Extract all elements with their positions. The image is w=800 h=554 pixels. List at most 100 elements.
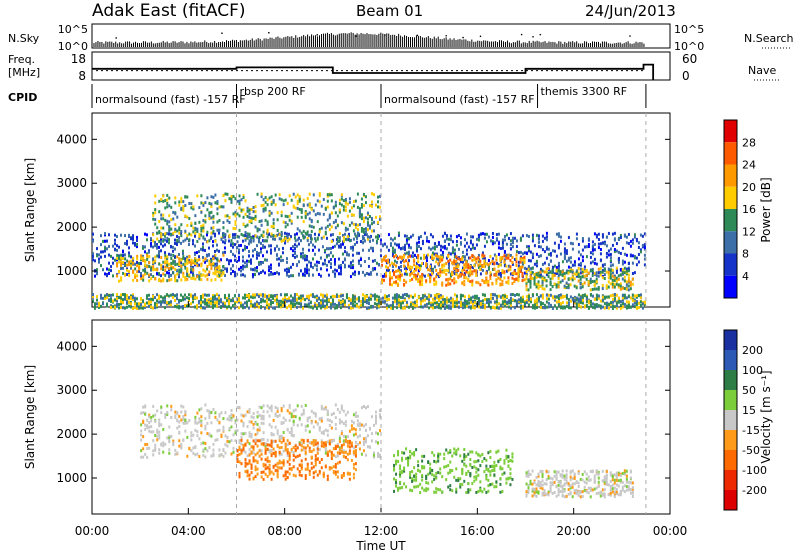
power-cell xyxy=(403,253,406,257)
power-cell xyxy=(229,306,232,310)
power-cell xyxy=(463,276,466,280)
power-cell xyxy=(288,218,291,222)
power-cell xyxy=(371,246,374,250)
power-cell xyxy=(389,271,392,275)
power-cell xyxy=(359,303,362,307)
power-cell xyxy=(335,304,338,308)
power-cell xyxy=(431,297,434,301)
power-cell xyxy=(541,296,544,300)
power-cell xyxy=(116,262,119,266)
power-cell xyxy=(385,265,388,269)
power-cell xyxy=(312,225,315,229)
power-cell xyxy=(535,293,538,297)
power-cell xyxy=(109,305,112,309)
power-cell xyxy=(222,253,225,257)
power-cell xyxy=(589,269,592,273)
power-cell xyxy=(376,236,379,240)
power-cell xyxy=(599,247,602,251)
velocity-cell xyxy=(146,455,149,459)
power-cell xyxy=(589,281,592,285)
power-cell xyxy=(531,306,534,310)
cpid-segment-label: normalsound (fast) -157 RF xyxy=(95,93,246,106)
power-cell xyxy=(219,305,222,309)
power-cell xyxy=(216,212,219,216)
power-cell xyxy=(170,233,173,237)
power-cell xyxy=(218,205,221,209)
power-cell xyxy=(371,268,374,272)
power-cell xyxy=(259,293,262,297)
power-cell xyxy=(579,305,582,309)
power-cell xyxy=(203,300,206,304)
power-cell xyxy=(505,295,508,299)
power-cell xyxy=(615,268,618,272)
power-cell xyxy=(296,215,299,219)
power-cell xyxy=(545,231,548,235)
power-cell xyxy=(579,253,582,257)
power-cell xyxy=(607,285,610,289)
power-cell xyxy=(509,239,512,243)
power-cell xyxy=(284,221,287,225)
power-cell xyxy=(325,236,328,240)
power-cell xyxy=(166,237,169,241)
power-cell xyxy=(441,263,444,267)
power-cell xyxy=(457,269,460,273)
power-cell xyxy=(301,306,304,310)
power-cell xyxy=(161,244,164,248)
power-cell xyxy=(551,276,554,280)
power-cell xyxy=(549,253,552,257)
power-cell xyxy=(185,304,188,308)
velocity-cell xyxy=(144,404,147,408)
power-cell xyxy=(557,232,560,236)
power-cell xyxy=(607,295,610,299)
power-cell xyxy=(537,297,540,301)
power-cell xyxy=(134,273,137,277)
power-cell xyxy=(493,241,496,245)
power-cell xyxy=(130,264,133,268)
power-cell xyxy=(132,278,135,282)
power-cell xyxy=(158,277,161,281)
power-cell xyxy=(328,223,331,227)
power-cell xyxy=(179,299,182,303)
power-cell xyxy=(513,305,516,309)
power-cell xyxy=(425,259,428,263)
power-cell xyxy=(203,237,206,241)
power-cell xyxy=(265,239,268,243)
power-cell xyxy=(363,233,366,237)
power-cell xyxy=(201,248,204,252)
power-cell xyxy=(387,233,390,237)
power-cell xyxy=(131,241,134,245)
power-cell xyxy=(317,302,320,306)
power-cell xyxy=(143,267,146,271)
power-cell xyxy=(405,272,408,276)
power-cell xyxy=(125,267,128,271)
power-cell xyxy=(166,259,169,263)
power-cell xyxy=(455,280,458,284)
power-cell xyxy=(455,294,458,298)
power-cell xyxy=(350,221,353,225)
power-cell xyxy=(387,297,390,301)
power-cell xyxy=(613,231,616,235)
power-cell xyxy=(259,300,262,304)
power-cell xyxy=(605,284,608,288)
power-cell xyxy=(391,276,394,280)
power-cell xyxy=(385,274,388,278)
power-cell xyxy=(204,269,207,273)
power-cell xyxy=(415,261,418,265)
power-cell xyxy=(475,280,478,284)
power-cell xyxy=(643,247,646,251)
power-cell xyxy=(169,253,172,257)
power-cell xyxy=(152,239,155,243)
power-cell xyxy=(363,294,366,298)
power-cell xyxy=(185,296,188,300)
power-cell xyxy=(326,218,329,222)
power-cell xyxy=(471,235,474,239)
power-cell xyxy=(338,239,341,243)
power-cell xyxy=(177,306,180,310)
power-cell xyxy=(471,270,474,274)
power-cell xyxy=(279,305,282,309)
power-cell xyxy=(226,219,229,223)
power-cell xyxy=(338,236,341,240)
power-cell xyxy=(543,278,546,282)
power-cell xyxy=(323,248,326,252)
